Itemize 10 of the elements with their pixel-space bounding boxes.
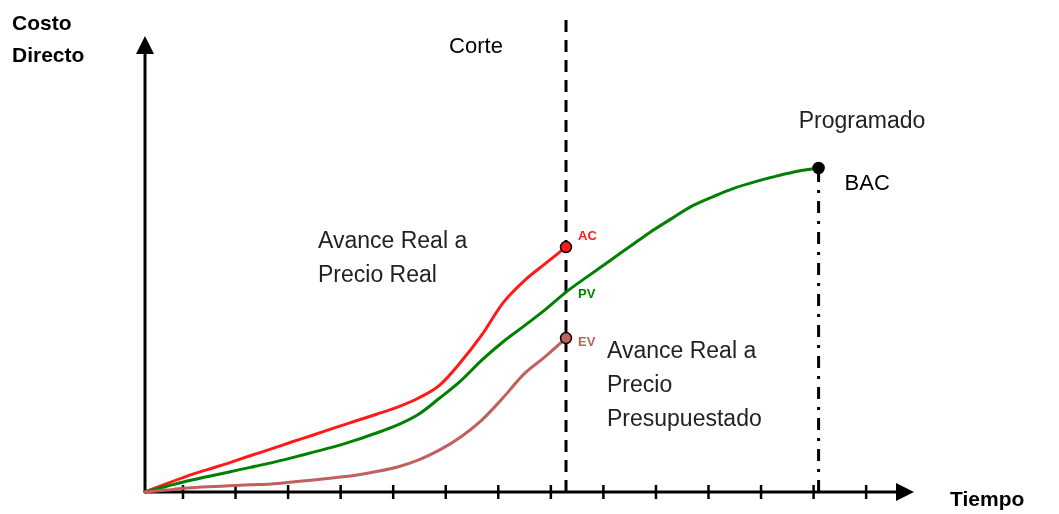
text: Costo Directo [12, 11, 85, 66]
series-label: Avance Real a Precio Presupuestado [607, 337, 762, 431]
annotation: AC [578, 228, 598, 243]
series-label: Avance Real a Precio Real [318, 227, 468, 287]
text: Tiempo [950, 487, 1025, 510]
annotation: EV [578, 334, 596, 349]
series-label: Programado [798, 107, 926, 133]
text: Corte [449, 33, 503, 58]
text: BAC [844, 170, 890, 195]
annotation: PV [578, 286, 596, 301]
